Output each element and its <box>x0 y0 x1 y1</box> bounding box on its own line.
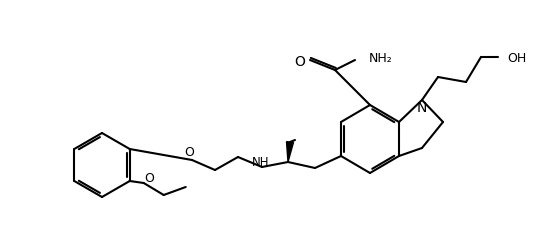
Polygon shape <box>287 142 293 162</box>
Text: O: O <box>144 172 153 184</box>
Text: NH: NH <box>252 156 270 168</box>
Text: N: N <box>417 101 427 115</box>
Text: O: O <box>294 55 305 69</box>
Text: O: O <box>184 146 194 158</box>
Text: NH₂: NH₂ <box>369 52 393 66</box>
Text: OH: OH <box>507 52 526 64</box>
